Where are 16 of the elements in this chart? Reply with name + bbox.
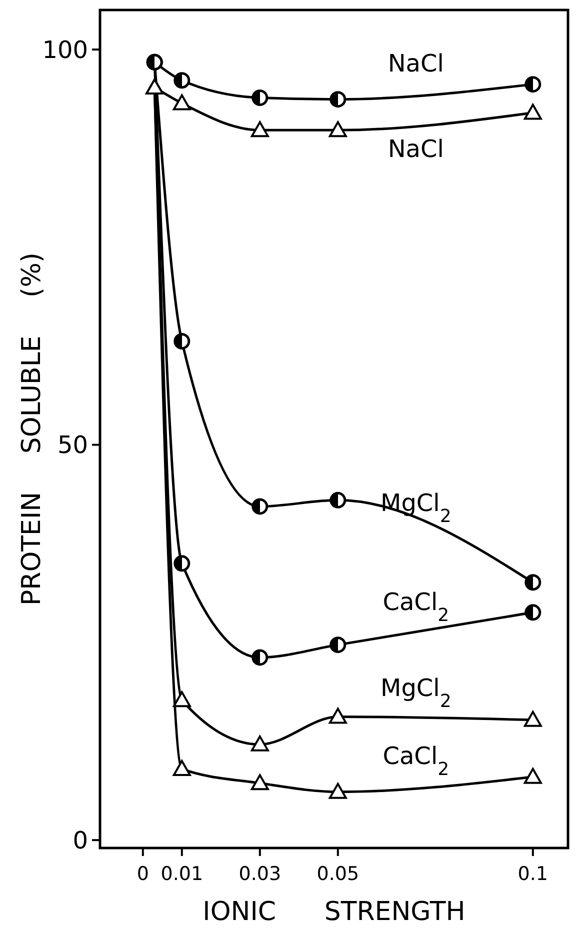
series-label: MgCl$_{2}$ — [380, 489, 452, 527]
series-label: MgCl$_{2}$ — [380, 674, 452, 712]
x-tick-label: 0.05 — [316, 863, 360, 885]
series-label: CaCl$_{2}$ — [382, 588, 450, 626]
x-tick-label: 0.01 — [160, 863, 204, 885]
x-tick-label: 0 — [136, 863, 149, 885]
series-label: CaCl$_{2}$ — [382, 742, 450, 780]
x-tick-label: 0.03 — [238, 863, 282, 885]
series-label: NaCl — [388, 135, 444, 164]
x-tick-label: 0.1 — [518, 863, 548, 885]
y-tick-label: 0 — [72, 826, 88, 854]
x-axis-title: IONIC STRENGTH — [202, 897, 466, 927]
y-tick-label: 100 — [42, 36, 88, 64]
series-label: NaCl — [388, 49, 444, 78]
y-axis-title: PROTEIN SOLUBLE (%) — [17, 252, 47, 606]
y-tick-label: 50 — [57, 431, 88, 460]
